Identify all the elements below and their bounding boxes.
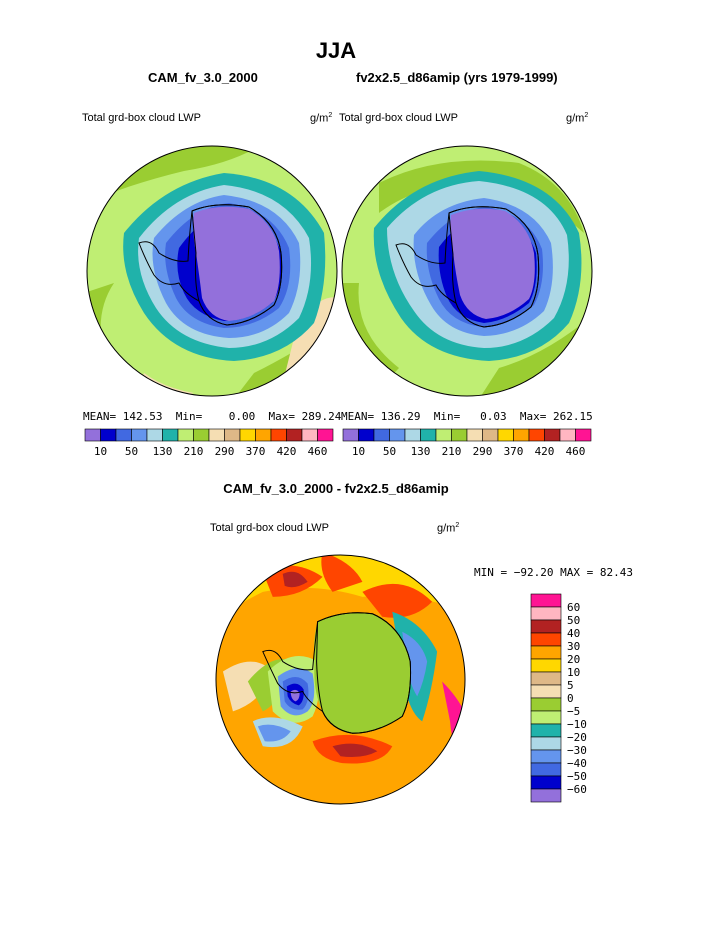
colorbar-a-swatch-4 <box>146 428 163 442</box>
colorbar-b-swatch-2 <box>373 428 390 442</box>
case-a-title: CAM_fv_3.0_2000 <box>148 70 258 85</box>
colorbar-b-swatch-4 <box>404 428 421 442</box>
colorbar-difference-level-label: −30 <box>567 744 587 757</box>
colorbar-b-swatch-7 <box>451 428 468 442</box>
colorbar-difference-level-label: 10 <box>567 666 580 679</box>
colorbar-difference-swatch-2 <box>530 619 562 634</box>
panel-b-stats: MEAN= 136.29 Min= 0.03 Max= 262.15 <box>341 410 593 423</box>
colorbar-b-tick-label: 130 <box>411 445 431 458</box>
panel-b-units: g/m2 <box>566 112 589 125</box>
page-title: JJA <box>315 38 357 63</box>
colorbar-a-swatch-6 <box>177 428 194 442</box>
case-b-title: fv2x2.5_d86amip (yrs 1979-1999) <box>356 70 558 85</box>
colorbar-a-swatch-2 <box>115 428 132 442</box>
colorbar-difference-level-label: −10 <box>567 718 587 731</box>
colorbar-a-tick-label: 50 <box>125 445 138 458</box>
colorbar-difference-swatch-8 <box>530 697 562 712</box>
map-case-a <box>86 145 338 397</box>
panel-a-units: g/m2 <box>310 112 333 125</box>
colorbar-difference-level-label: 20 <box>567 653 580 666</box>
colorbar-a-swatch-3 <box>131 428 148 442</box>
colorbar-b-swatch-13 <box>544 428 561 442</box>
colorbar-a-swatch-11 <box>255 428 272 442</box>
colorbar-b-tick-label: 370 <box>504 445 524 458</box>
diff-title: CAM_fv_3.0_2000 - fv2x2.5_d86amip <box>223 481 449 496</box>
colorbar-b: 10 50 130 210 290 370 420 460 <box>342 428 592 458</box>
colorbar-difference-level-label: −20 <box>567 731 587 744</box>
colorbar-difference-level-label: −5 <box>567 705 580 718</box>
colorbar-b-tick-label: 210 <box>442 445 462 458</box>
colorbar-b-swatch-10 <box>497 428 514 442</box>
colorbar-difference-swatch-6 <box>530 671 562 686</box>
colorbar-difference-level-label: −40 <box>567 757 587 770</box>
colorbar-a-tick-label: 130 <box>153 445 173 458</box>
colorbar-a-swatch-13 <box>286 428 303 442</box>
colorbar-b-swatch-11 <box>513 428 530 442</box>
colorbar-difference-level-label: −50 <box>567 770 587 783</box>
colorbar-difference-swatch-15 <box>530 788 562 803</box>
colorbar-b-swatch-9 <box>482 428 499 442</box>
colorbar-b-swatch-3 <box>389 428 406 442</box>
colorbar-b-swatch-8 <box>466 428 483 442</box>
colorbar-b-tick-label: 50 <box>383 445 396 458</box>
colorbar-b-tick-label: 420 <box>535 445 555 458</box>
colorbar-a-swatch-12 <box>270 428 287 442</box>
colorbar-b-tick-label: 10 <box>352 445 365 458</box>
panel-b-field-title: Total grd-box cloud LWP <box>339 112 459 124</box>
colorbar-a-swatch-15 <box>317 428 334 442</box>
colorbar-difference-swatch-3 <box>530 632 562 647</box>
colorbar-b-swatch-15 <box>575 428 592 442</box>
colorbar-b-tick-label: 290 <box>473 445 493 458</box>
colorbar-difference-level-label: 40 <box>567 627 580 640</box>
colorbar-b-swatch-5 <box>420 428 437 442</box>
colorbar-a-swatch-14 <box>301 428 318 442</box>
map-difference <box>215 554 466 805</box>
colorbar-difference-swatch-11 <box>530 736 562 751</box>
colorbar-a-tick-label: 370 <box>246 445 266 458</box>
colorbar-b-swatch-6 <box>435 428 452 442</box>
colorbar-difference-swatch-7 <box>530 684 562 699</box>
panel-c-stats: MIN = −92.20 MAX = 82.43 <box>474 566 633 579</box>
colorbar-difference-swatch-0 <box>530 593 562 608</box>
colorbar-difference-swatch-13 <box>530 762 562 777</box>
colorbar-difference-swatch-12 <box>530 749 562 764</box>
colorbar-a: 10 50 130 210 290 370 420 460 <box>84 428 334 458</box>
colorbar-difference-level-label: 60 <box>567 601 580 614</box>
colorbar-a-swatch-5 <box>162 428 179 442</box>
colorbar-a-swatch-10 <box>239 428 256 442</box>
colorbar-difference-swatch-9 <box>530 710 562 725</box>
colorbar-a-tick-label: 460 <box>308 445 328 458</box>
colorbar-a-tick-label: 420 <box>277 445 297 458</box>
colorbar-difference-level-label: 5 <box>567 679 574 692</box>
colorbar-a-swatch-1 <box>100 428 117 442</box>
colorbar-b-swatch-14 <box>559 428 576 442</box>
colorbar-difference-level-label: 0 <box>567 692 574 705</box>
colorbar-a-tick-label: 210 <box>184 445 204 458</box>
colorbar-difference-level-label: −60 <box>567 783 587 796</box>
colorbar-difference-swatch-5 <box>530 658 562 673</box>
panel-a-stats: MEAN= 142.53 Min= 0.00 Max= 289.24 <box>83 410 342 423</box>
colorbar-a-swatch-0 <box>84 428 101 442</box>
colorbar-b-tick-label: 460 <box>566 445 586 458</box>
colorbar-b-swatch-1 <box>358 428 375 442</box>
colorbar-b-swatch-0 <box>342 428 359 442</box>
colorbar-a-tick-label: 290 <box>215 445 235 458</box>
colorbar-a-swatch-7 <box>193 428 210 442</box>
colorbar-b-swatch-12 <box>528 428 545 442</box>
colorbar-difference-swatch-14 <box>530 775 562 790</box>
panel-c-field-title: Total grd-box cloud LWP <box>210 522 330 534</box>
colorbar-difference-level-label: 30 <box>567 640 580 653</box>
colorbar-difference-swatch-10 <box>530 723 562 738</box>
colorbar-difference-swatch-4 <box>530 645 562 660</box>
panel-a-field-title: Total grd-box cloud LWP <box>82 112 202 124</box>
colorbar-a-tick-label: 10 <box>94 445 107 458</box>
panel-c-units: g/m2 <box>437 522 460 535</box>
map-case-b <box>341 145 593 397</box>
colorbar-a-swatch-8 <box>208 428 225 442</box>
colorbar-difference-swatch-1 <box>530 606 562 621</box>
colorbar-a-swatch-9 <box>224 428 241 442</box>
colorbar-difference-level-label: 50 <box>567 614 580 627</box>
